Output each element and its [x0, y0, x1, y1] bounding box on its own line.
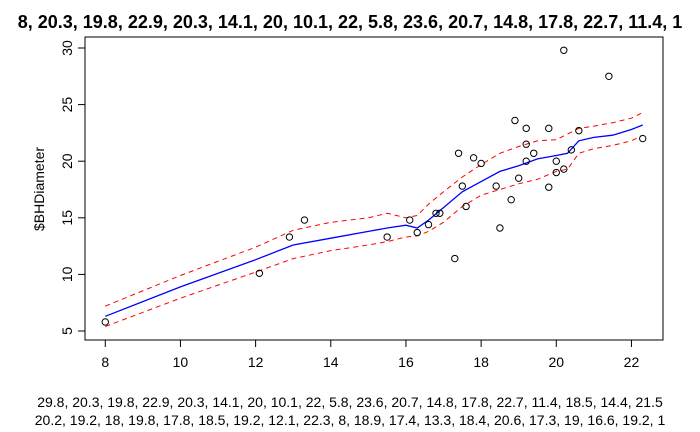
fit-line [105, 124, 643, 317]
data-point [492, 182, 500, 190]
data-point [522, 124, 530, 133]
data-point [605, 72, 613, 81]
x-tick-label: 10 [173, 354, 189, 370]
x-tick-label: 8 [101, 354, 109, 370]
data-point [432, 209, 440, 217]
x-tick-label: 16 [398, 354, 414, 370]
data-point [507, 195, 515, 204]
upper-confidence-band [105, 112, 643, 307]
data-point [575, 126, 583, 135]
y-tick-label: 20 [59, 153, 75, 169]
x-tick-label: 22 [624, 354, 640, 370]
data-point [101, 318, 109, 326]
y-tick-label: 30 [59, 40, 75, 56]
x-tick-label: 20 [548, 354, 564, 370]
y-tick-label: 10 [59, 266, 75, 282]
data-point [496, 224, 504, 232]
x-axis-label-line-2: 20.2, 19.2, 18, 19.8, 17.8, 18.5, 19.2, … [35, 412, 666, 428]
data-point [436, 209, 444, 217]
data-point [462, 202, 470, 211]
data-points [101, 46, 647, 326]
data-point [511, 116, 519, 125]
data-point [560, 165, 568, 173]
fit-line-group [105, 124, 643, 317]
data-point [424, 220, 433, 229]
data-point [514, 174, 523, 182]
data-point [545, 183, 553, 191]
data-point [454, 149, 463, 157]
x-axis-label-line-1: 29.8, 20.3, 19.8, 22.9, 20.3, 14.1, 20, … [37, 394, 663, 410]
chart-title: 8, 20.3, 19.8, 22.9, 20.3, 14.1, 20, 10.… [18, 12, 683, 32]
y-tick-label: 5 [59, 327, 75, 335]
data-point [552, 157, 560, 165]
data-point [522, 157, 530, 165]
lower-confidence-band [105, 134, 643, 327]
confidence-bands [105, 112, 643, 327]
x-tick-label: 12 [248, 354, 264, 370]
data-point [413, 228, 421, 237]
data-point [285, 233, 294, 241]
data-point [552, 168, 560, 177]
data-point [300, 216, 309, 224]
y-tick-label: 25 [59, 97, 75, 113]
x-axis: 8 10 12 14 16 18 20 22 [101, 339, 640, 370]
data-point [639, 134, 647, 143]
data-point [560, 46, 568, 54]
data-point [545, 124, 553, 133]
x-tick-label: 18 [473, 354, 489, 370]
data-point [255, 269, 264, 277]
data-point [477, 159, 485, 168]
data-point [567, 146, 576, 154]
y-tick-label: 15 [59, 210, 75, 226]
x-tick-label: 14 [323, 354, 339, 370]
data-point [522, 140, 530, 148]
data-point [406, 216, 414, 224]
data-point [469, 154, 478, 162]
data-point [530, 149, 538, 157]
data-point [383, 233, 391, 241]
data-point [451, 254, 459, 263]
data-point [458, 182, 467, 190]
y-axis-label: $BHDiameter [31, 147, 47, 231]
y-axis: 5 10 15 20 25 30 [59, 40, 86, 335]
